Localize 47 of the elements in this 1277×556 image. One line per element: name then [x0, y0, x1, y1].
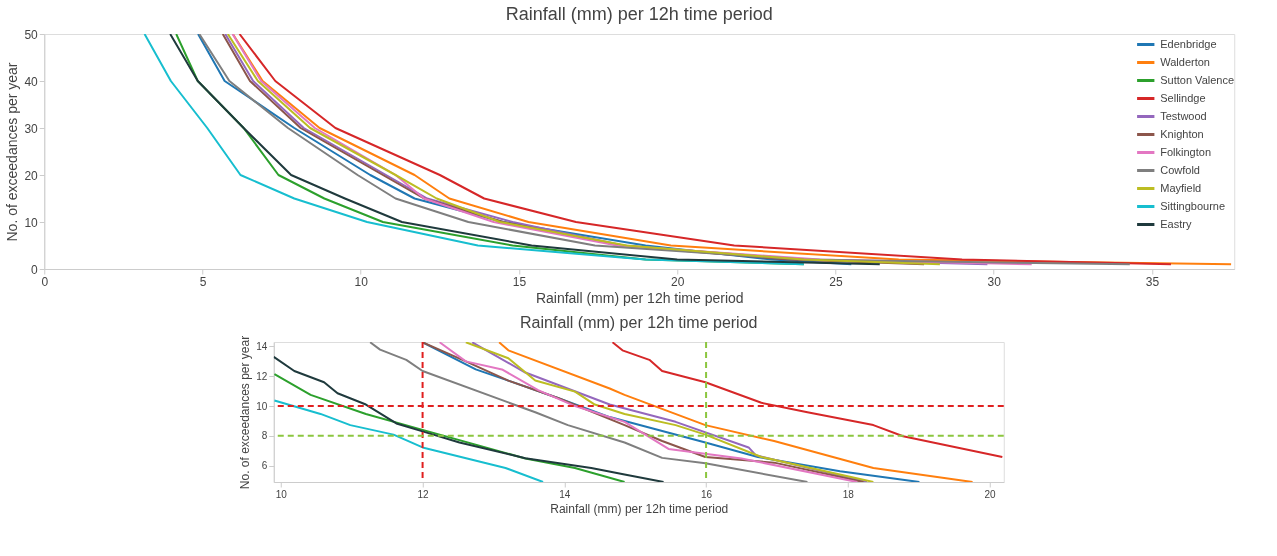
x-tick-label: 16 [701, 488, 713, 500]
chart-title: Rainfall (mm) per 12h time period [505, 4, 773, 24]
legend-label: Edenbridge [1160, 37, 1217, 50]
line-series [369, 342, 809, 482]
y-tick-label: 6 [261, 460, 268, 472]
y-tick-label: 40 [24, 74, 39, 89]
x-axis-title: Rainfall (mm) per 12h time period [550, 501, 729, 516]
chart-title: Rainfall (mm) per 12h time period [520, 314, 758, 332]
x-tick-label: 30 [987, 274, 1002, 289]
x-tick-label: 14 [559, 488, 571, 500]
y-tick-label: 10 [256, 400, 268, 412]
line-series [273, 355, 665, 482]
x-tick-label: 0 [41, 274, 49, 289]
line-series [273, 399, 545, 482]
y-tick-label: 0 [31, 262, 39, 277]
legend-label: Walderton [1160, 55, 1210, 68]
legend-label: Eastry [1160, 217, 1192, 230]
x-axis-title: Rainfall (mm) per 12h time period [535, 289, 744, 306]
legend-label: Folkington [1160, 145, 1212, 158]
legend-label: Mayfield [1160, 181, 1202, 194]
x-tick-label: 15 [512, 274, 527, 289]
y-tick-label: 14 [256, 340, 268, 352]
legend-label: Cowfold [1160, 163, 1200, 176]
legend-label: Sellindge [1160, 91, 1206, 104]
y-tick-label: 8 [261, 430, 268, 442]
y-tick-label: 30 [24, 121, 39, 136]
legend-label: Testwood [1160, 109, 1207, 122]
y-axis-title: No. of exceedances per year [238, 335, 253, 490]
y-tick-label: 50 [24, 27, 39, 42]
x-tick-label: 20 [671, 274, 685, 289]
legend-label: Sittingbourne [1160, 199, 1226, 212]
y-tick-label: 12 [256, 370, 268, 382]
x-tick-label: 35 [1145, 274, 1160, 289]
x-tick-label: 25 [829, 274, 843, 289]
y-tick-label: 10 [24, 215, 39, 230]
y-tick-label: 20 [24, 168, 39, 183]
x-tick-label: 18 [842, 488, 855, 500]
x-tick-label: 10 [275, 488, 288, 500]
x-tick-label: 5 [199, 274, 207, 289]
legend-label: Knighton [1160, 127, 1204, 140]
x-tick-label: 12 [417, 488, 430, 500]
legend-label: Sutton Valence [1160, 73, 1235, 86]
x-tick-label: 10 [354, 274, 369, 289]
y-axis-title: No. of exceedances per year [4, 62, 21, 242]
line-series [273, 373, 626, 482]
x-tick-label: 20 [984, 488, 997, 500]
line-series [498, 342, 974, 482]
